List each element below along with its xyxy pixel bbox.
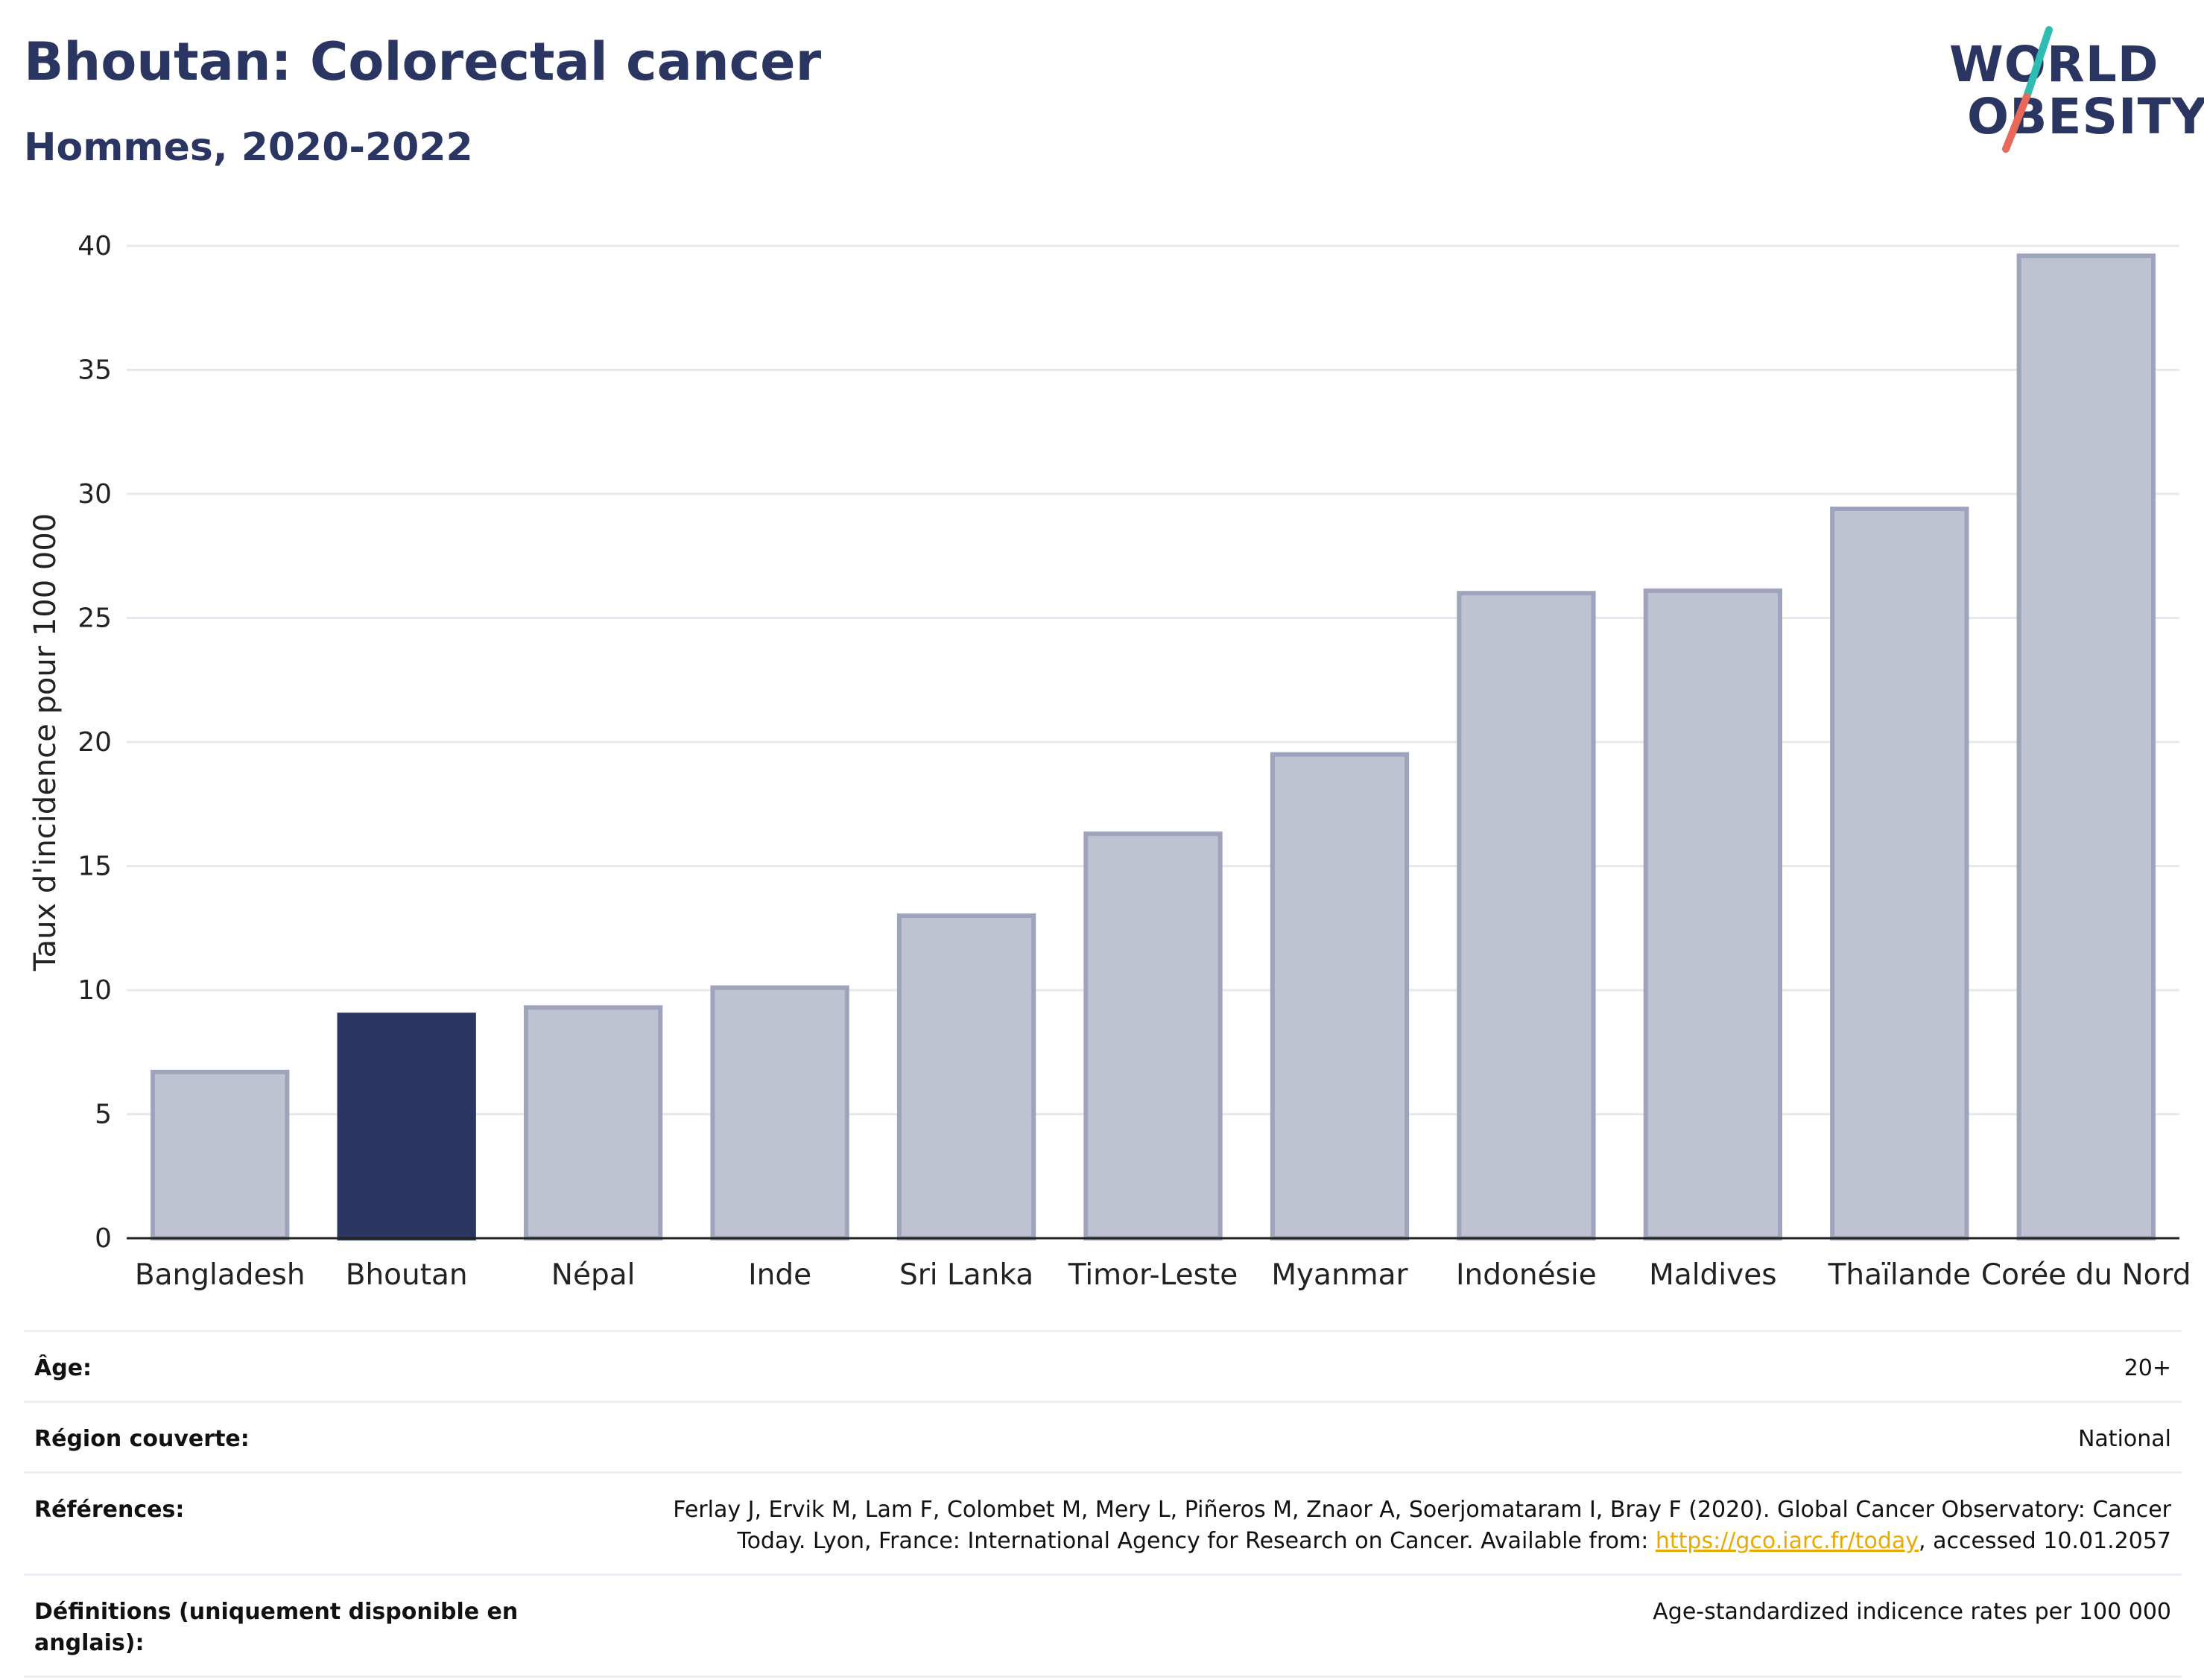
- x-tick-label: Timor-Leste: [1068, 1258, 1238, 1292]
- bar-timor-leste: [1083, 831, 1223, 1240]
- y-tick-label: 15: [77, 852, 112, 882]
- bar-népal: [523, 1005, 663, 1241]
- y-tick-label: 30: [77, 479, 112, 510]
- logo-text-world: WORLD: [1949, 36, 2159, 93]
- bar-corée-du-nord: [2016, 253, 2156, 1241]
- bar-myanmar: [1270, 752, 1410, 1240]
- bar-indonésie: [1457, 591, 1596, 1240]
- region-label: Région couverte:: [34, 1426, 250, 1452]
- definitions-label: Définitions (uniquement disponible en an…: [34, 1599, 519, 1656]
- bar-maldives: [1643, 588, 1783, 1240]
- y-tick-label: 20: [77, 727, 112, 758]
- bar-bangladesh: [151, 1069, 290, 1241]
- x-tick-label: Népal: [551, 1258, 636, 1292]
- x-tick-label: Bhoutan: [346, 1258, 468, 1292]
- x-tick-label: Corée du Nord: [1981, 1258, 2191, 1292]
- age-label: Âge:: [34, 1355, 92, 1381]
- bar-thaïlande: [1830, 506, 1969, 1241]
- x-tick-label: Inde: [748, 1258, 811, 1292]
- logo-text-obesity: OBESITY: [1967, 88, 2204, 145]
- x-tick-label: Myanmar: [1271, 1258, 1408, 1292]
- references-text: Ferlay J, Ervik M, Lam F, Colombet M, Me…: [673, 1497, 2171, 1554]
- x-tick-label: Indonésie: [1456, 1258, 1597, 1292]
- references-link[interactable]: https://gco.iarc.fr/today: [1655, 1528, 1919, 1554]
- references-accessed: , accessed 10.01.2057: [1919, 1528, 2171, 1554]
- world-obesity-logo: WORLD OBESITY: [1937, 22, 2204, 156]
- meta-row-age: Âge: 20+: [24, 1330, 2182, 1401]
- age-value: 20+: [2124, 1355, 2171, 1381]
- meta-row-references: Références: Ferlay J, Ervik M, Lam F, Co…: [24, 1471, 2182, 1573]
- chart-subtitle: Hommes, 2020-2022: [24, 125, 473, 170]
- definitions-value: Age-standardized indicence rates per 100…: [1653, 1599, 2171, 1625]
- references-value: Ferlay J, Ervik M, Lam F, Colombet M, Me…: [607, 1494, 2182, 1557]
- x-tick-label: Thaïlande: [1828, 1258, 1971, 1292]
- bar-bhoutan: [337, 1012, 476, 1241]
- y-tick-label: 10: [77, 975, 112, 1006]
- y-tick-label: 0: [95, 1223, 112, 1254]
- x-tick-label: Bangladesh: [135, 1258, 305, 1292]
- bar-chart: 0 5 10 15 20 25 30 35 40 Bangladesh Bhoutan Népal In…: [28, 231, 2191, 1292]
- references-label: Références:: [34, 1497, 185, 1523]
- bar-inde: [710, 985, 849, 1241]
- chart-title: Bhoutan: Colorectal cancer: [24, 31, 822, 92]
- y-tick-label: 40: [77, 231, 112, 261]
- logo-slash-icon: [2002, 26, 2053, 153]
- bar-sri-lanka: [896, 913, 1036, 1240]
- x-tick-label: Sri Lanka: [899, 1258, 1033, 1292]
- y-axis-label: Taux d'incidence pour 100 000: [28, 513, 63, 971]
- y-tick-label: 5: [95, 1100, 112, 1130]
- meta-row-definitions: Définitions (uniquement disponible en an…: [24, 1573, 2182, 1678]
- metadata-table: Âge: 20+ Région couverte: National Référ…: [24, 1330, 2182, 1678]
- region-value: National: [2077, 1426, 2171, 1452]
- x-tick-label: Maldives: [1649, 1258, 1776, 1292]
- meta-row-region: Région couverte: National: [24, 1401, 2182, 1471]
- y-tick-label: 35: [77, 355, 112, 386]
- y-tick-label: 25: [77, 603, 112, 634]
